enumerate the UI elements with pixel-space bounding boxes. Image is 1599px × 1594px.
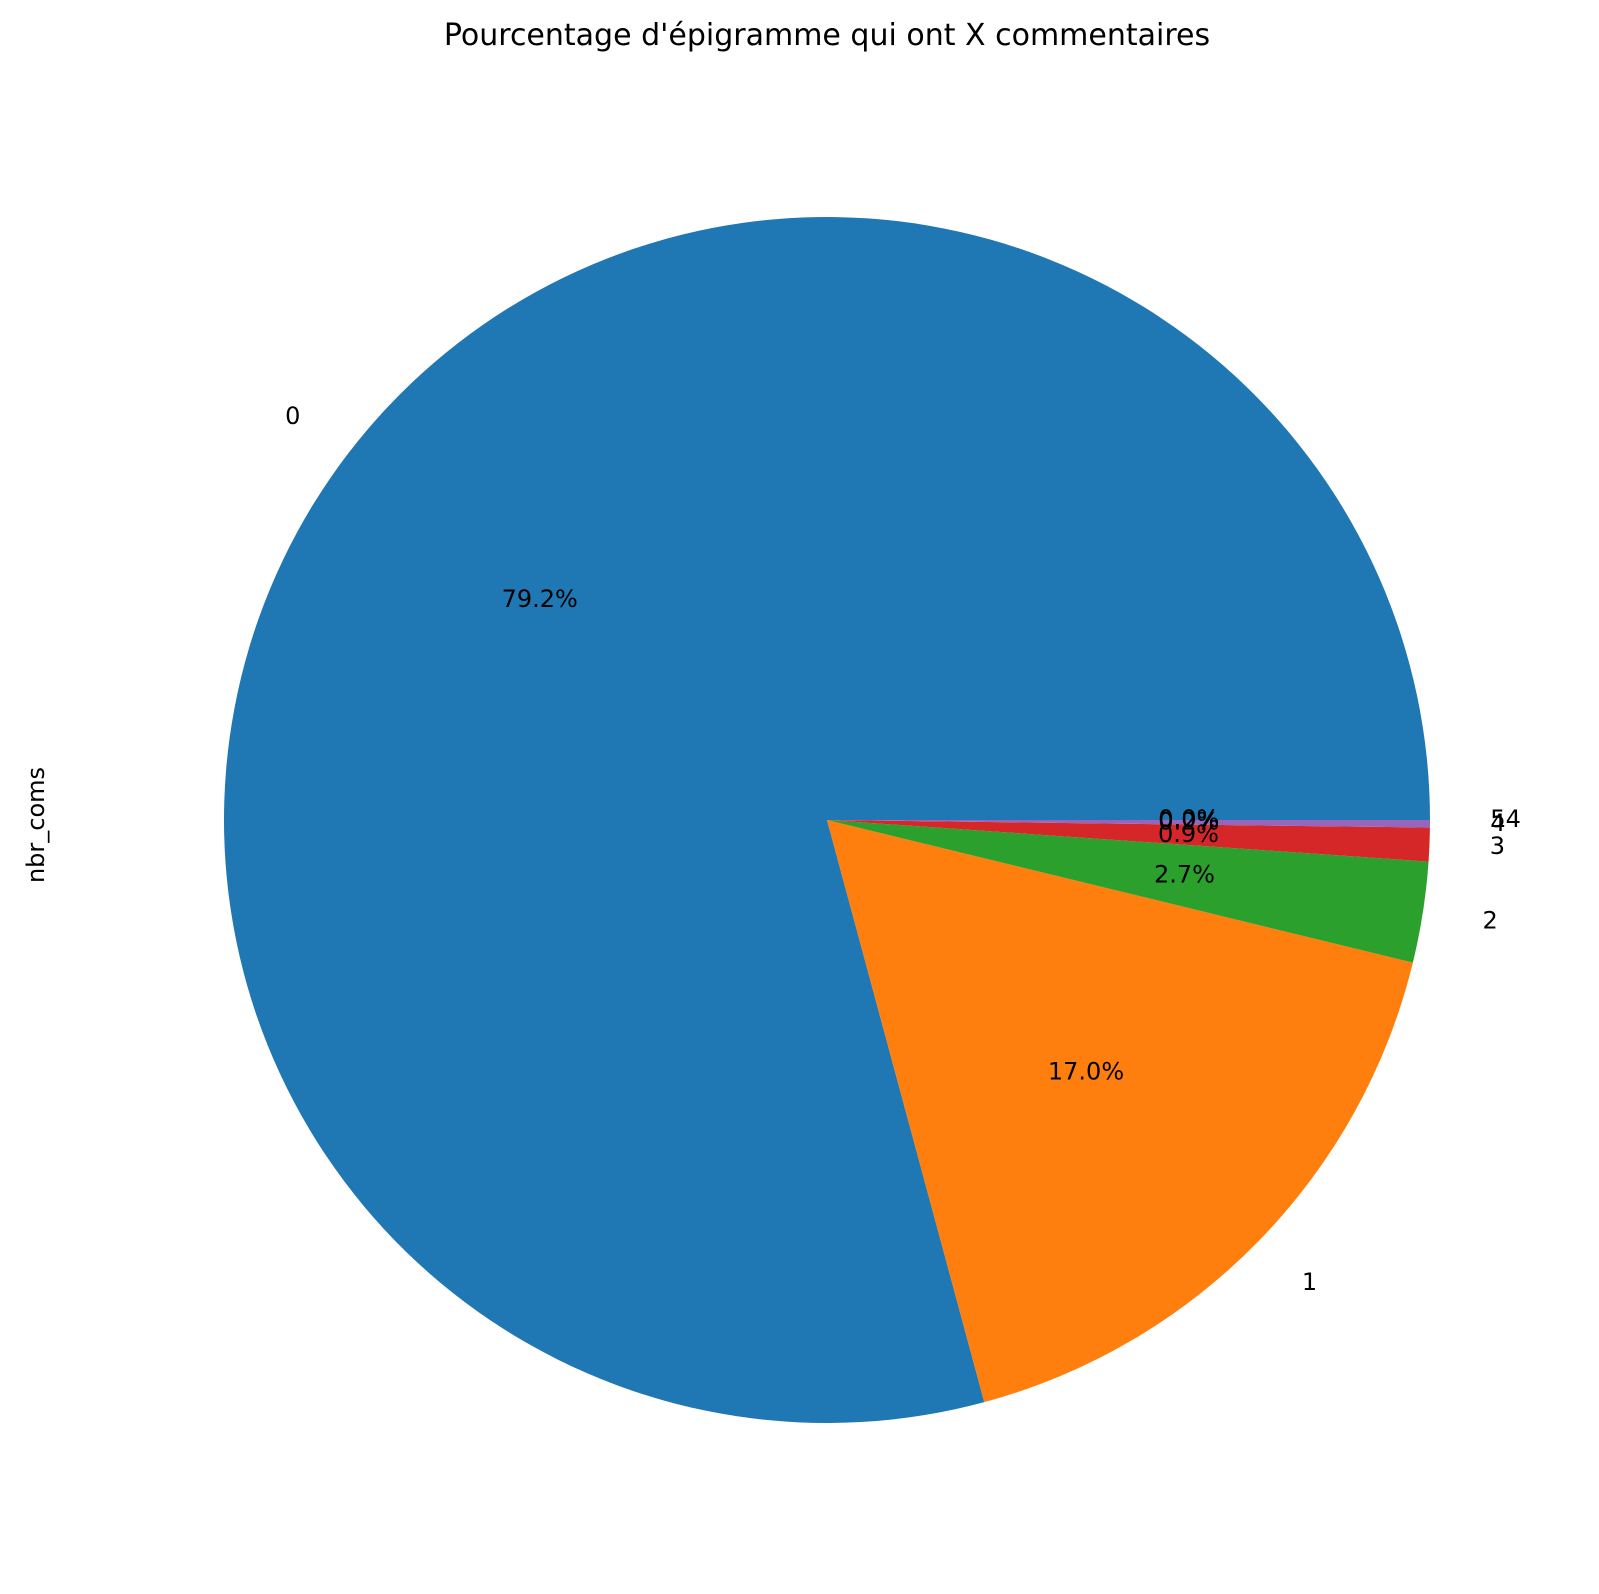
y-axis-label: nbr_coms [22,767,50,883]
percent-label-54: 0.0% [1158,805,1219,833]
category-label-2: 2 [1482,907,1497,935]
pie-slice-1 [827,820,1413,1403]
category-label-0: 0 [285,402,300,430]
percent-label-1: 17.0% [1048,1058,1124,1086]
pie-labels: 079.2%117.0%22.7%30.9% 40.2% 50.0% 540.0% [285,402,1521,1296]
percent-label-0: 79.2% [502,585,578,613]
category-label-54: 54 [1490,805,1521,833]
category-label-1: 1 [1302,1268,1317,1296]
pie-slices [224,216,1431,1423]
chart-title: Pourcentage d'épigramme qui ont X commen… [444,18,1210,53]
pie-slice-4 [827,820,1430,828]
category-label-4: 4 [1490,809,1505,837]
percent-label-5: 0.0% [1158,805,1219,833]
category-label-3: 3 [1490,832,1505,860]
percent-label-2: 2.7% [1154,860,1215,888]
category-label-5: 5 [1490,805,1505,833]
percent-label-3: 0.9% [1158,820,1219,848]
percent-label-4: 0.2% [1158,807,1219,835]
pie-slice-3 [827,820,1430,862]
pie-slice-2 [827,820,1429,963]
